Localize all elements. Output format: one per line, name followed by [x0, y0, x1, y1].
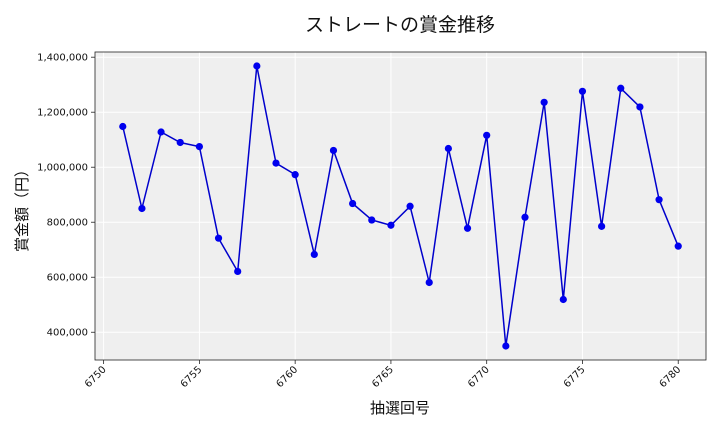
- data-point: [310, 250, 318, 259]
- data-point: [291, 171, 299, 179]
- y-tick-label: 800,000: [47, 218, 88, 229]
- plot-area: [95, 52, 706, 360]
- data-point: [617, 84, 625, 92]
- y-axis-title: 賞金額（円）: [13, 162, 31, 252]
- data-point: [387, 221, 395, 229]
- x-tick-label: 6780: [658, 364, 684, 390]
- series: [119, 62, 682, 350]
- series-line: [122, 65, 679, 347]
- x-axis-title: 抽選回号: [370, 399, 430, 417]
- data-point: [138, 204, 146, 213]
- data-point: [463, 224, 472, 232]
- data-point: [119, 122, 127, 131]
- y-tick-label: 600,000: [47, 273, 88, 284]
- data-point: [636, 103, 644, 111]
- x-tick-label: 6775: [562, 364, 588, 390]
- data-point: [521, 213, 529, 221]
- data-point: [234, 267, 242, 276]
- data-point: [674, 242, 682, 250]
- data-point: [540, 98, 548, 106]
- chart-title: ストレートの賞金推移: [305, 14, 495, 36]
- data-point: [272, 159, 280, 167]
- x-tick-label: 6750: [83, 364, 109, 390]
- data-point: [157, 128, 165, 136]
- y-tick-label: 1,200,000: [37, 108, 88, 119]
- data-point: [444, 144, 452, 153]
- data-point: [176, 138, 184, 147]
- data-point: [368, 216, 376, 224]
- x-tick-label: 6770: [466, 364, 492, 390]
- data-point: [195, 142, 203, 151]
- data-point: [559, 295, 567, 304]
- y-tick-label: 400,000: [47, 328, 88, 339]
- data-point: [483, 131, 491, 139]
- data-point: [214, 234, 223, 242]
- x-tick-label: 6755: [179, 364, 205, 390]
- y-tick-label: 1,400,000: [37, 53, 88, 64]
- plot-frame: [94, 51, 707, 361]
- data-point: [578, 87, 587, 95]
- grid: [95, 52, 706, 360]
- x-tick-label: 6760: [275, 364, 301, 390]
- data-point: [253, 62, 261, 70]
- data-point: [502, 342, 510, 350]
- y-tick-label: 1,000,000: [37, 163, 88, 174]
- data-point: [349, 199, 357, 208]
- data-point: [598, 222, 606, 230]
- data-point: [655, 196, 663, 204]
- data-point: [406, 202, 414, 210]
- x-tick-label: 6765: [370, 364, 396, 390]
- data-point: [329, 146, 338, 155]
- data-point: [425, 278, 433, 287]
